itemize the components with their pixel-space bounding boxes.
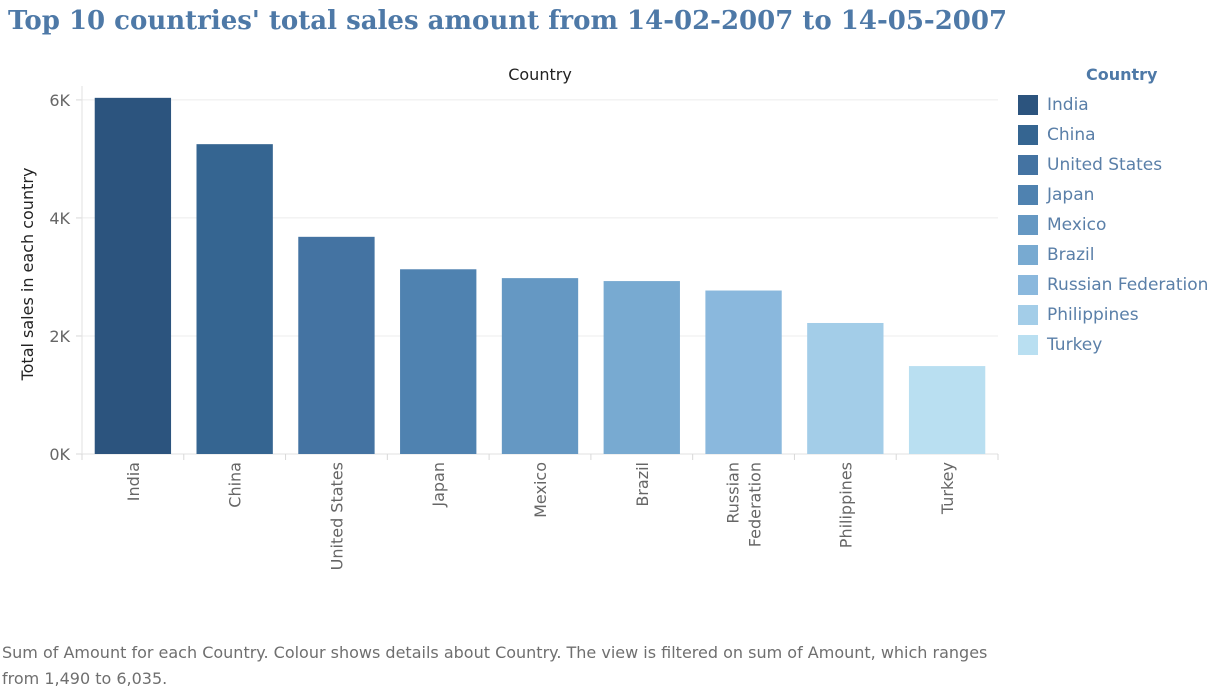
legend: Country India China United States Japan Mexi… bbox=[1018, 64, 1224, 360]
bar-mexico[interactable] bbox=[501, 278, 579, 454]
legend-label: Philippines bbox=[1047, 305, 1139, 325]
legend-item[interactable]: Philippines bbox=[1018, 300, 1224, 330]
x-tick-label: Brazil bbox=[633, 462, 652, 507]
legend-item[interactable]: India bbox=[1018, 90, 1224, 120]
legend-item[interactable]: United States bbox=[1018, 150, 1224, 180]
legend-item[interactable]: Turkey bbox=[1018, 330, 1224, 360]
bar-india[interactable] bbox=[94, 97, 172, 455]
bar-japan[interactable] bbox=[400, 269, 477, 454]
x-tick-label: China bbox=[226, 462, 245, 508]
legend-label: China bbox=[1047, 125, 1096, 145]
legend-swatch bbox=[1018, 275, 1038, 295]
legend-title: Country bbox=[1086, 65, 1158, 84]
legend-item[interactable]: Mexico bbox=[1018, 210, 1224, 240]
chart-caption: Sum of Amount for each Country. Colour s… bbox=[2, 643, 988, 688]
x-tick-label: Russian bbox=[724, 462, 743, 524]
legend-label: Turkey bbox=[1047, 335, 1103, 355]
legend-items: India China United States Japan Mexico Brazil… bbox=[1018, 90, 1224, 360]
legend-swatch bbox=[1018, 125, 1038, 145]
bars bbox=[94, 97, 986, 455]
legend-swatch bbox=[1018, 185, 1038, 205]
legend-item[interactable]: Brazil bbox=[1018, 240, 1224, 270]
bar-united-states[interactable] bbox=[298, 236, 375, 454]
y-tick-label: 6K bbox=[49, 91, 70, 110]
bar-philippines[interactable] bbox=[807, 322, 884, 454]
y-tick-label: 4K bbox=[49, 209, 70, 228]
legend-swatch bbox=[1018, 335, 1038, 355]
x-tick-label: United States bbox=[327, 462, 346, 570]
y-axis-title: Total sales in each country bbox=[18, 168, 37, 382]
legend-swatch bbox=[1018, 155, 1038, 175]
legend-item[interactable]: Russian Federation bbox=[1018, 270, 1224, 300]
y-tick-label: 2K bbox=[49, 327, 70, 346]
legend-label: India bbox=[1047, 95, 1089, 115]
x-tick-label: Turkey bbox=[938, 462, 957, 515]
bar-brazil[interactable] bbox=[603, 281, 680, 454]
legend-label: United States bbox=[1047, 155, 1163, 175]
legend-swatch bbox=[1018, 215, 1038, 235]
legend-swatch bbox=[1018, 95, 1038, 115]
legend-label: Brazil bbox=[1047, 245, 1095, 265]
chart-title: Top 10 countries' total sales amount fro… bbox=[8, 6, 1008, 36]
bar-russian-federation[interactable] bbox=[705, 290, 782, 454]
legend-item[interactable]: Japan bbox=[1018, 180, 1224, 210]
x-tick-label: India bbox=[124, 462, 143, 501]
x-tick-label: Federation bbox=[746, 462, 765, 547]
x-tick-label: Mexico bbox=[531, 462, 550, 518]
legend-label: Japan bbox=[1047, 185, 1095, 205]
x-tick-label: Japan bbox=[429, 462, 448, 508]
legend-label: Mexico bbox=[1047, 215, 1107, 235]
legend-label: Russian Federation bbox=[1047, 275, 1209, 295]
legend-swatch bbox=[1018, 245, 1038, 265]
labels: Country Total sales in each country 0K 2K 4K… bbox=[18, 65, 957, 570]
y-tick-label: 0K bbox=[49, 445, 70, 464]
legend-item[interactable]: China bbox=[1018, 120, 1224, 150]
x-axis-title: Country bbox=[508, 65, 572, 84]
bar-turkey[interactable] bbox=[908, 366, 986, 454]
x-tick-label: Philippines bbox=[836, 462, 855, 548]
legend-swatch bbox=[1018, 305, 1038, 325]
bar-china[interactable] bbox=[196, 144, 273, 454]
